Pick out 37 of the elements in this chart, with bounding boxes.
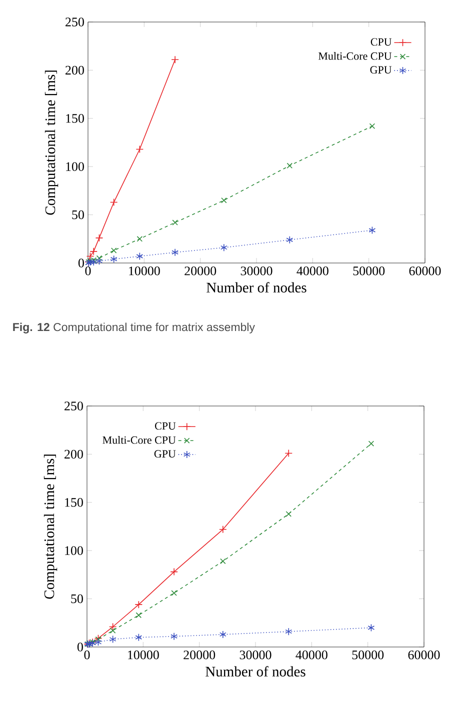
y-tick-label: 250 (64, 402, 83, 410)
x-tick-label: 0 (84, 650, 90, 660)
y-tick-label: 0 (77, 642, 83, 652)
x-tick-label: 20000 (184, 266, 216, 276)
text: Fig. 12 Computational time for matrix assembly (13, 322, 255, 334)
legend-label: GPU (154, 450, 176, 458)
x-tick-label: 10000 (129, 266, 160, 276)
x-axis-title: Number of nodes (206, 282, 306, 293)
y-tick-label: 100 (65, 546, 83, 555)
legend-label: CPU (155, 422, 176, 430)
y-axis-title: Computational time [ms] (44, 70, 58, 215)
y-tick-label: 250 (66, 18, 84, 26)
x-tick-label: 50000 (353, 266, 385, 276)
y-tick-label: 0 (78, 258, 84, 268)
y-tick-label: 200 (66, 66, 84, 75)
x-tick-label: 10000 (128, 650, 159, 660)
y-tick-label: 150 (66, 114, 84, 123)
x-tick-label: 40000 (296, 266, 328, 276)
legend-label: GPU (370, 66, 392, 74)
x-tick-label: 30000 (240, 650, 272, 660)
y-tick-label: 150 (65, 498, 83, 507)
y-tick-label: 50 (72, 210, 84, 220)
y-tick-label: 200 (64, 450, 83, 459)
legend-label: CPU (370, 38, 392, 46)
x-axis-title: Number of nodes (206, 666, 306, 677)
y-tick-label: 50 (71, 594, 83, 604)
y-axis-title: Computational time [ms] (44, 454, 58, 599)
x-tick-label: 40000 (296, 650, 328, 660)
x-tick-label: 60000 (409, 266, 441, 276)
y-tick-label: 100 (66, 162, 84, 171)
x-tick-label: 30000 (240, 266, 272, 276)
legend-label: Multi-Core CPU (102, 436, 176, 444)
legend-label: Multi-Core CPU (318, 52, 392, 60)
x-tick-label: 20000 (184, 650, 216, 660)
x-tick-label: 0 (85, 266, 91, 276)
x-tick-label: 50000 (352, 650, 384, 660)
x-tick-label: 60000 (408, 650, 440, 660)
